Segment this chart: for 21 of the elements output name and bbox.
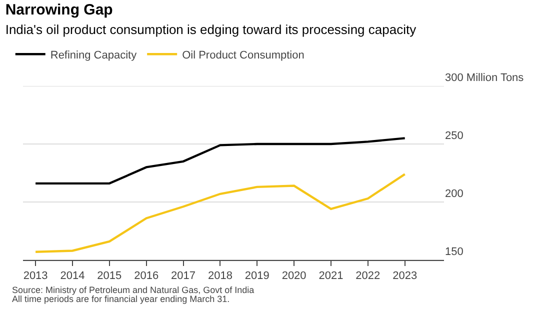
x-tick-label: 2023 [392,270,418,282]
source-note: Source: Ministry of Petroleum and Natural Gas, Govt of India [12,285,254,295]
y-tick-label: 200 [445,188,464,200]
y-tick-label: 150 [445,246,464,258]
x-tick-label: 2021 [318,270,344,282]
x-tick-label: 2022 [356,270,380,282]
chart-subtitle: India's oil product consumption is edging toward its processing capacity [5,22,417,38]
chart-title: Narrowing Gap [5,2,113,19]
x-tick-label: 2015 [97,270,122,282]
legend-label: Oil Product Consumption [182,49,304,62]
x-tick-label: 2016 [134,270,159,282]
x-tick-label: 2018 [208,270,232,282]
x-tick-label: 2017 [171,270,196,282]
legend-label: Refining Capacity [50,49,138,62]
x-tick-label: 2019 [244,270,270,282]
y-tick-label: 300 Million Tons [445,72,524,84]
x-tick-label: 2020 [282,270,306,282]
y-tick-label: 250 [445,130,464,142]
x-tick-label: 2014 [60,270,85,282]
x-tick-label: 2013 [23,270,48,282]
text: All time periods are for financial year ending March 31. [12,294,230,304]
